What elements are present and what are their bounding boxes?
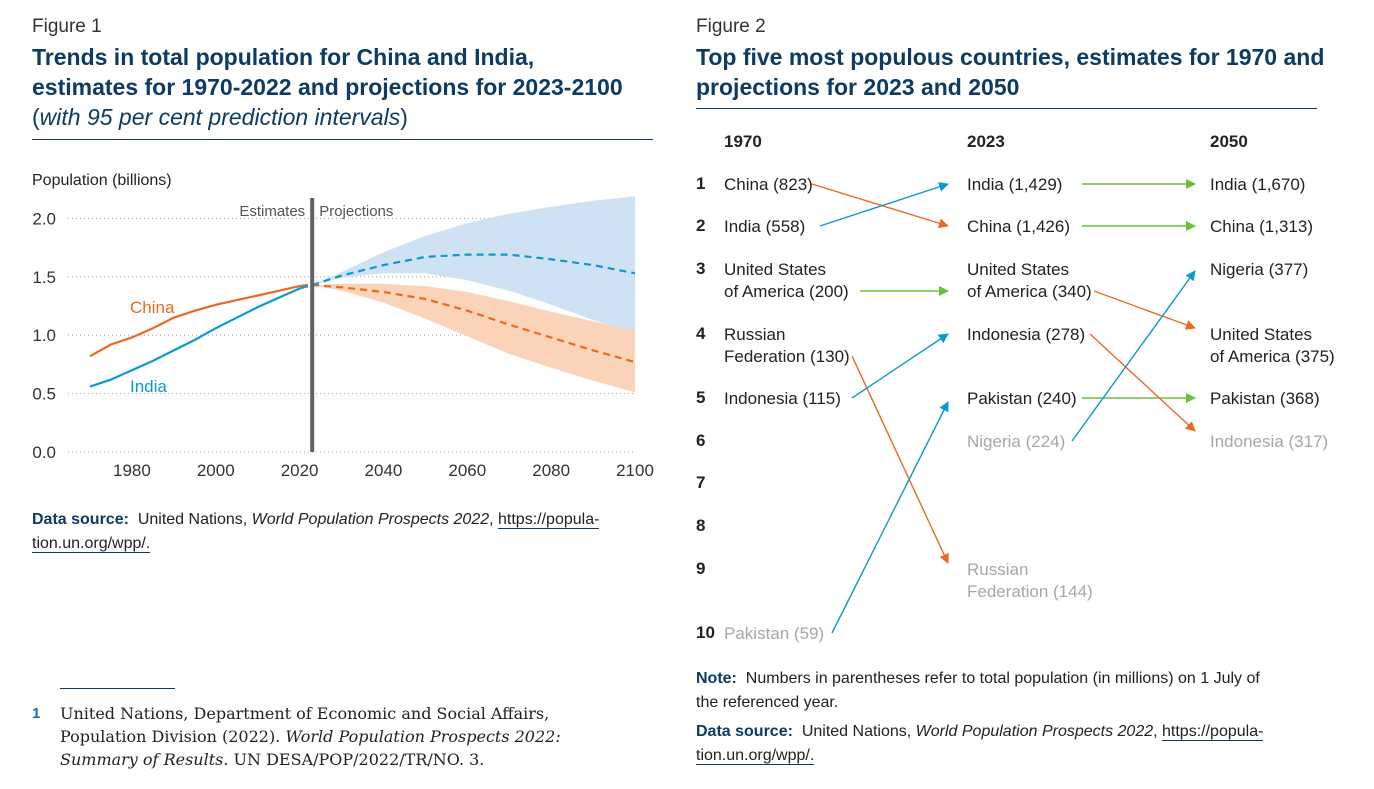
country-entry-2023: Nigeria (224) <box>967 432 1066 451</box>
country-entry-2023: Indonesia (278) <box>967 325 1086 344</box>
country-entry-2023: India (1,429) <box>967 175 1063 194</box>
china-series-label: China <box>130 298 175 317</box>
footnote-rule <box>60 688 175 689</box>
figure1-subtitle: (with 95 per cent prediction intervals) <box>32 104 408 130</box>
figure2-title-rule <box>696 108 1317 109</box>
rank-change-arrow <box>1093 290 1196 330</box>
rank-number: 8 <box>696 516 706 535</box>
figure2-rank-chart: 1970 2023 2050 1 2 3 4 5 6 7 8 9 10 China (823) India … <box>696 132 1335 643</box>
series-lines <box>89 253 636 388</box>
china-estimates-line <box>89 283 309 358</box>
rank-change-arrow <box>1071 270 1196 442</box>
figure1-chart: Population (billions) Estimates Projectio… <box>32 172 654 480</box>
rank-change-arrow <box>831 401 949 634</box>
rank-arrows <box>811 179 1196 634</box>
y-tick-label: 2.0 <box>32 209 56 228</box>
column-header-2023: 2023 <box>967 132 1005 151</box>
rank-change-arrow <box>1089 333 1196 432</box>
x-tick-label: 2100 <box>616 461 654 480</box>
x-tick-label: 2000 <box>197 461 235 480</box>
y-tick-label: 0.5 <box>32 385 56 404</box>
figure2-title-line1: Top five most populous countries, estima… <box>696 44 1325 70</box>
country-entry-1970: United States of America (200) <box>724 260 849 301</box>
figure1-data-source: Data source: United Nations, World Popul… <box>32 511 600 553</box>
country-entry-2023: Pakistan (240) <box>967 389 1077 408</box>
india-estimates-line <box>89 285 309 388</box>
country-entry-2050: Nigeria (377) <box>1210 260 1309 279</box>
india-projection-line <box>311 253 636 287</box>
figure2-label: Figure 2 <box>696 16 766 37</box>
footnote-text: United Nations, Department of Economic a… <box>60 704 561 769</box>
india-prediction-band <box>312 196 635 333</box>
country-entry-2023: Russian Federation (144) <box>967 560 1093 601</box>
divider-bar <box>310 198 315 452</box>
rank-number: 3 <box>696 259 706 278</box>
figure1-title-line2: estimates for 1970-2022 and projections … <box>32 74 623 100</box>
figure1-title-rule <box>32 139 653 140</box>
x-tick-label: 1980 <box>113 461 151 480</box>
rank-number: 4 <box>696 324 706 343</box>
y-tick-label: 1.0 <box>32 326 56 345</box>
source-link-part2[interactable]: tion.un.org/wpp/. <box>696 747 815 765</box>
country-entry-2023: United States of America (340) <box>967 260 1092 301</box>
figure2-data-source: Data source: United Nations, World Popul… <box>696 723 1264 765</box>
country-entry-2050: China (1,313) <box>1210 217 1314 236</box>
x-tick-label: 2080 <box>532 461 570 480</box>
estimates-projections-divider: Estimates Projections <box>239 198 393 452</box>
country-entry-2023: China (1,426) <box>967 217 1071 236</box>
rank-change-arrow <box>819 182 949 227</box>
china-prediction-band <box>312 283 635 393</box>
country-entry-1970: China (823) <box>724 175 813 194</box>
rank-number: 1 <box>696 174 706 193</box>
estimates-label: Estimates <box>239 203 305 220</box>
country-entry-1970: India (558) <box>724 217 806 236</box>
country-entry-2050: United States of America (375) <box>1210 325 1335 366</box>
figure1-title-line1: Trends in total population for China and… <box>32 44 535 70</box>
column-header-1970: 1970 <box>724 132 762 151</box>
country-entry-2050: Pakistan (368) <box>1210 389 1320 408</box>
country-entry-1970: Russian Federation (130) <box>724 325 850 366</box>
x-tick-label: 2040 <box>365 461 403 480</box>
country-entry-1970: Pakistan (59) <box>724 624 825 643</box>
source-link-part2[interactable]: tion.un.org/wpp/. <box>32 535 151 553</box>
country-entry-2050: India (1,670) <box>1210 175 1306 194</box>
x-tick-label: 2060 <box>448 461 486 480</box>
source-link-part1[interactable]: https://popula- <box>1162 723 1264 741</box>
rank-number: 7 <box>696 473 706 492</box>
y-axis-label: Population (billions) <box>32 172 172 189</box>
rank-change-arrow <box>851 333 949 399</box>
country-entry-2050: Indonesia (317) <box>1210 432 1329 451</box>
rank-number: 10 <box>696 623 715 642</box>
footnote-number: 1 <box>32 705 41 722</box>
y-tick-label: 0.0 <box>32 443 56 462</box>
rank-number: 2 <box>696 216 706 235</box>
rank-change-arrow <box>811 183 949 229</box>
rank-number: 9 <box>696 559 706 578</box>
y-tick-label: 1.5 <box>32 268 56 287</box>
figure1-label: Figure 1 <box>32 16 102 37</box>
rank-number: 5 <box>696 388 706 407</box>
india-series-label: India <box>130 377 167 396</box>
series-labels: China India <box>130 298 175 396</box>
china-projection-line <box>312 283 636 364</box>
country-entry-1970: Indonesia (115) <box>724 389 841 408</box>
source-link-part1[interactable]: https://popula- <box>498 511 600 529</box>
figure2-note: Note: Numbers in parentheses refer to to… <box>696 670 1260 711</box>
x-tick-label: 2020 <box>281 461 319 480</box>
prediction-bands <box>312 196 635 393</box>
column-header-2050: 2050 <box>1210 132 1248 151</box>
rank-change-arrow <box>851 355 949 564</box>
projections-label: Projections <box>319 203 393 220</box>
axis-ticks: 0.0 0.5 1.0 1.5 2.0 1980 2000 2020 2040 2060 2080 2… <box>32 209 654 480</box>
rank-number: 6 <box>696 431 706 450</box>
figure2-title-line2: projections for 2023 and 2050 <box>696 74 1020 100</box>
